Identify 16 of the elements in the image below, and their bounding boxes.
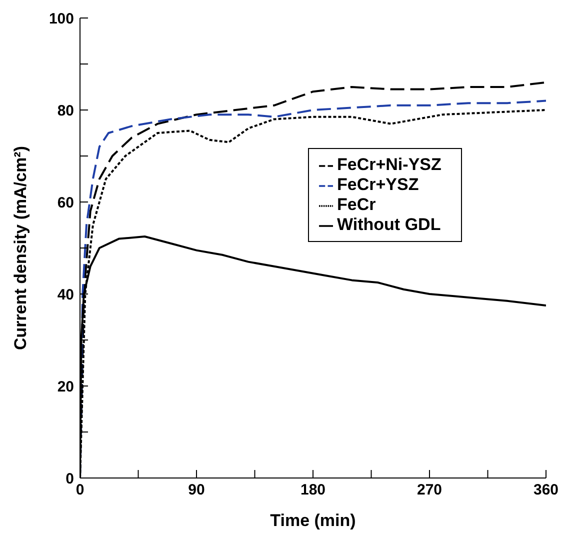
y-tick-label: 40 (57, 286, 74, 304)
y-tick-label: 20 (57, 378, 74, 396)
legend-label: FeCr+YSZ (337, 175, 419, 194)
legend-label: Without GDL (337, 215, 441, 234)
x-tick-label: 180 (300, 482, 326, 499)
y-axis-title: Current density (mA/cm²) (11, 146, 30, 350)
x-tick-label: 360 (533, 482, 559, 499)
x-tick-label: 90 (188, 482, 205, 499)
y-tick-label: 0 (66, 470, 74, 488)
legend-label: FeCr (337, 195, 376, 214)
y-tick-label: 60 (57, 194, 74, 212)
y-tick-label: 100 (48, 10, 74, 28)
legend-label: FeCr+Ni-YSZ (337, 155, 442, 174)
y-tick-label: 80 (57, 102, 74, 120)
x-axis-title: Time (min) (270, 511, 356, 530)
x-tick-label: 270 (416, 482, 442, 499)
